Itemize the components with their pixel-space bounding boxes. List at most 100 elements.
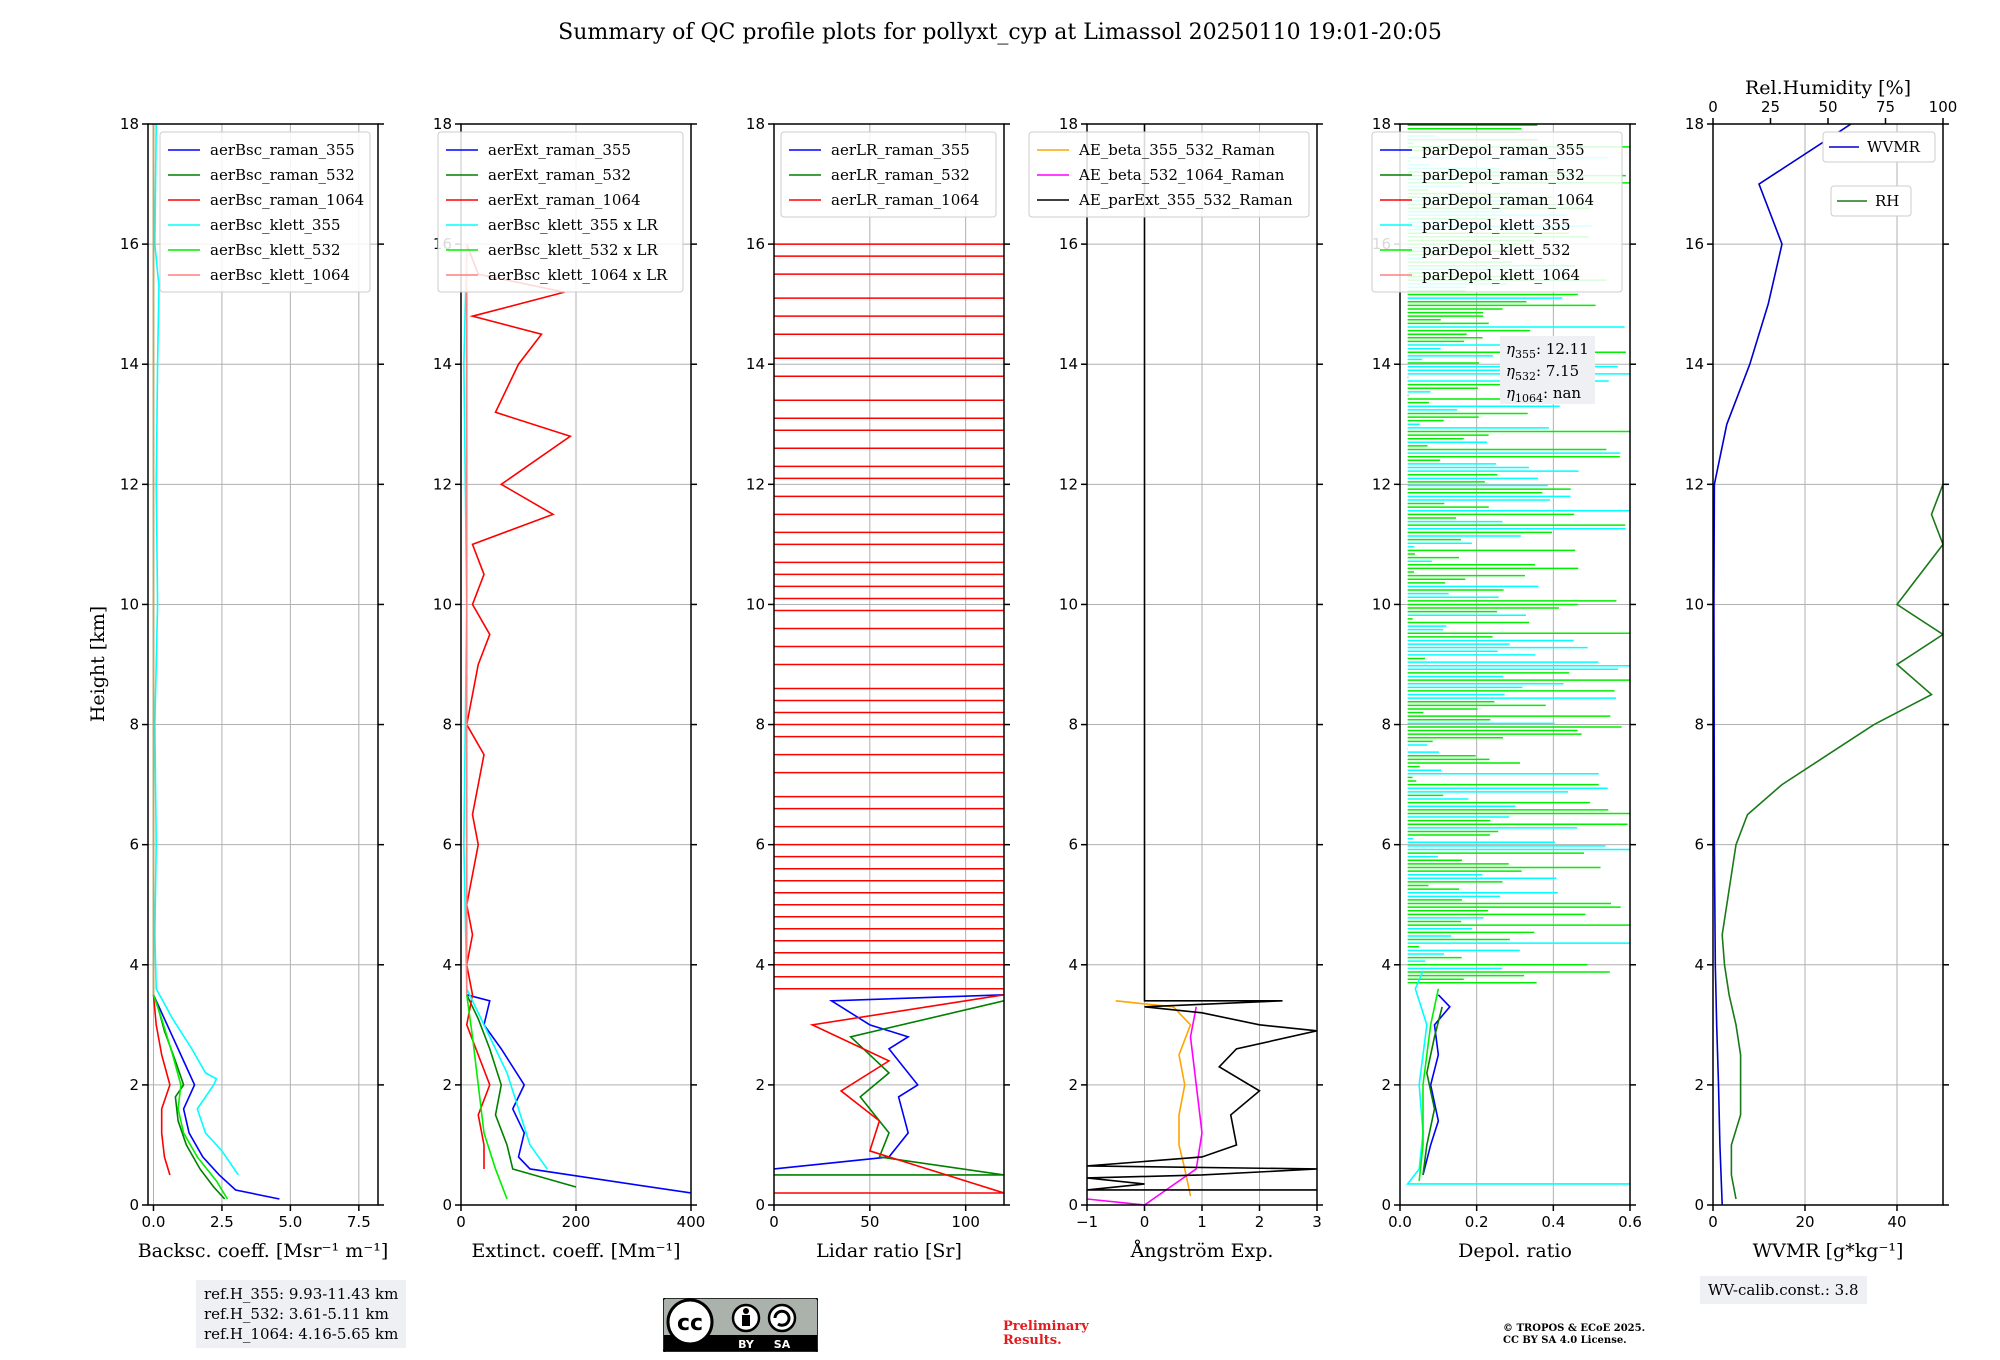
- legend-label: aerExt_raman_532: [488, 166, 631, 184]
- y-tick-label: 10: [1059, 595, 1078, 613]
- x-tick-label: 0.4: [1541, 1213, 1565, 1231]
- plot-area: [463, 243, 691, 1200]
- y-tick-label: 2: [1068, 1076, 1078, 1094]
- top-x-tick-label: 100: [1929, 98, 1958, 116]
- series-line-1: [152, 994, 280, 1200]
- y-tick-label: 18: [433, 115, 452, 133]
- axes-frame: [1712, 123, 1944, 1206]
- y-tick-label: 2: [755, 1076, 765, 1094]
- y-tick-label: 6: [1068, 836, 1078, 854]
- y-tick-label: 12: [120, 475, 139, 493]
- series-line-3: [465, 243, 573, 1169]
- legend-box: [1371, 131, 1623, 293]
- legend-label: aerBsc_klett_355: [210, 216, 341, 234]
- y-tick-label: 4: [1381, 956, 1391, 974]
- y-tick-label: 8: [1381, 716, 1391, 734]
- eta-annotation: η532: 7.15: [1506, 362, 1579, 383]
- ref-height-355: ref.H_355: 9.93-11.43 km: [204, 1285, 399, 1303]
- top-x-tick-label: 25: [1761, 98, 1780, 116]
- x-tick-label: 20: [1795, 1213, 1814, 1231]
- y-axis-label: Height [km]: [87, 606, 109, 722]
- x-tick-label: 200: [562, 1213, 591, 1231]
- y-tick-label: 10: [1372, 595, 1391, 613]
- x-tick-label: 400: [677, 1213, 706, 1231]
- y-tick-label: 18: [1372, 115, 1391, 133]
- y-tick-label: 10: [746, 595, 765, 613]
- x-tick-label: −1: [1076, 1213, 1098, 1231]
- legend-label: aerLR_raman_1064: [831, 191, 979, 209]
- y-tick-label: 12: [1372, 475, 1391, 493]
- series-line-2: [466, 994, 577, 1188]
- axes-frame: [773, 123, 1005, 1206]
- x-tick-label: 0.0: [1388, 1213, 1412, 1231]
- reference-heights-box: ref.H_355: 9.93-11.43 km ref.H_532: 3.61…: [196, 1280, 407, 1348]
- legend-label: AE_beta_355_532_Raman: [1078, 141, 1275, 159]
- series-line-2: [774, 1000, 1004, 1176]
- y-tick-label: 16: [120, 235, 139, 253]
- y-tick-label: 14: [1059, 355, 1078, 373]
- y-tick-label: 2: [1381, 1076, 1391, 1094]
- cc-by-label: BY: [738, 1338, 755, 1351]
- y-tick-label: 18: [1685, 115, 1704, 133]
- y-tick-label: 0: [1068, 1196, 1078, 1214]
- legend-label: aerBsc_klett_1064 x LR: [488, 266, 668, 284]
- copyright-line-1: © TROPOS & ECoE 2025.: [1503, 1323, 1646, 1334]
- x-tick-label: 0: [1140, 1213, 1150, 1231]
- top-x-tick-label: 0: [1708, 98, 1718, 116]
- x-axis-label: Extinct. coeff. [Mm⁻¹]: [471, 1240, 680, 1262]
- series-line-5: [152, 124, 229, 1200]
- series-line-2: [1721, 484, 1943, 1200]
- series-line-1: [1713, 124, 1852, 1205]
- series-line-3: [774, 994, 1004, 1194]
- series-line-4: [1418, 988, 1440, 1182]
- y-tick-label: 10: [1685, 595, 1704, 613]
- y-tick-label: 14: [1685, 355, 1704, 373]
- x-tick-label: 0: [456, 1213, 466, 1231]
- series-line-3: [1087, 124, 1317, 1191]
- y-tick-label: 12: [1059, 475, 1078, 493]
- y-tick-label: 6: [1381, 836, 1391, 854]
- y-tick-label: 14: [120, 355, 139, 373]
- y-tick-label: 4: [442, 956, 452, 974]
- legend-label: parDepol_klett_355: [1422, 216, 1571, 234]
- y-tick-label: 14: [433, 355, 452, 373]
- legend-label: aerBsc_raman_355: [210, 141, 355, 159]
- y-tick-label: 18: [746, 115, 765, 133]
- x-tick-label: 100: [951, 1213, 980, 1231]
- preliminary-note: Preliminary Results.: [1003, 1320, 1089, 1348]
- y-tick-label: 0: [755, 1196, 765, 1214]
- copyright-note: © TROPOS & ECoE 2025. CC BY SA 4.0 Licen…: [1503, 1323, 1645, 1347]
- x-tick-label: 0: [1708, 1213, 1718, 1231]
- y-tick-label: 16: [1685, 235, 1704, 253]
- plot-area: [1713, 124, 1943, 1205]
- x-tick-label: 0.6: [1618, 1213, 1642, 1231]
- y-tick-label: 6: [442, 836, 452, 854]
- legend-label: aerBsc_raman_1064: [210, 191, 364, 209]
- eta-annotation: η1064: nan: [1506, 384, 1581, 405]
- x-tick-label: 2: [1255, 1213, 1265, 1231]
- y-tick-label: 12: [746, 475, 765, 493]
- legend-label: parDepol_raman_355: [1422, 141, 1585, 159]
- x-axis-label: Ångström Exp.: [1130, 1240, 1274, 1262]
- x-tick-label: 2.5: [210, 1213, 234, 1231]
- x-tick-label: 3: [1312, 1213, 1322, 1231]
- legend-label: AE_parExt_355_532_Raman: [1078, 191, 1293, 209]
- svg-text:cc: cc: [677, 1311, 703, 1336]
- y-tick-label: 4: [1068, 956, 1078, 974]
- panel-2: 0246810121416180200400Extinct. coeff. [M…: [433, 115, 705, 1262]
- legend-label: aerBsc_raman_532: [210, 166, 355, 184]
- y-tick-label: 12: [433, 475, 452, 493]
- panel-3: 0 2 4 6 8 10 12 14 16 18 0 50 100 Lidar ratio [Sr] aer…: [746, 115, 1010, 1262]
- x-tick-label: 50: [860, 1213, 879, 1231]
- legend-label: parDepol_raman_532: [1422, 166, 1585, 184]
- x-axis-label: WVMR [g*kg⁻¹]: [1753, 1240, 1904, 1262]
- legend-box: [780, 131, 997, 218]
- x-axis-label: Lidar ratio [Sr]: [816, 1240, 962, 1262]
- y-tick-label: 0: [1381, 1196, 1391, 1214]
- y-tick-label: 4: [755, 956, 765, 974]
- top-x-axis-label: Rel.Humidity [%]: [1745, 77, 1911, 99]
